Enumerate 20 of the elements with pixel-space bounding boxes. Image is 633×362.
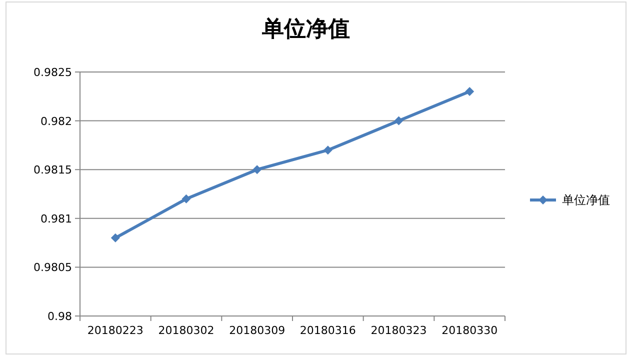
y-tick-label: 0.9805 (34, 261, 72, 274)
x-tick-label: 20180330 (442, 324, 498, 337)
x-tick-label: 20180323 (370, 324, 427, 337)
x-tick-label: 20180309 (229, 324, 286, 337)
x-tick-label: 20180316 (300, 324, 356, 337)
y-tick-label: 0.98 (48, 310, 72, 323)
x-tick-label: 20180302 (158, 324, 214, 337)
x-tick-label: 20180223 (87, 324, 144, 337)
point (323, 146, 332, 155)
y-tick-label: 0.982 (40, 114, 72, 128)
point (465, 87, 474, 96)
y-tick-label: 0.9815 (34, 164, 72, 177)
y-tick-label: 0.981 (40, 212, 72, 226)
point (182, 194, 191, 204)
point (394, 116, 404, 126)
point (110, 233, 120, 242)
y-tick-label: 0.9825 (34, 66, 72, 79)
chart-title: 单位净值 (261, 16, 350, 42)
point (252, 165, 262, 174)
legend-label: 单位净值 (562, 193, 610, 207)
